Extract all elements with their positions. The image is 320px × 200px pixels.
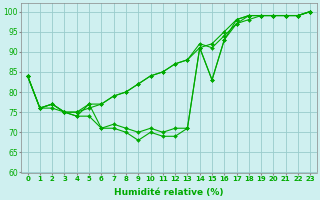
X-axis label: Humidité relative (%): Humidité relative (%): [114, 188, 224, 197]
